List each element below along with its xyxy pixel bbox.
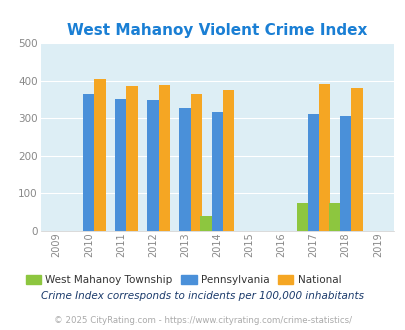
Bar bbox=[83, 94, 94, 231]
Legend: West Mahanoy Township, Pennsylvania, National: West Mahanoy Township, Pennsylvania, Nat… bbox=[21, 271, 345, 289]
Bar bbox=[158, 85, 169, 231]
Bar bbox=[147, 100, 158, 231]
Bar bbox=[222, 89, 234, 231]
Bar bbox=[328, 203, 339, 231]
Bar bbox=[339, 116, 350, 231]
Text: Crime Index corresponds to incidents per 100,000 inhabitants: Crime Index corresponds to incidents per… bbox=[41, 291, 364, 301]
Bar bbox=[115, 99, 126, 231]
Bar bbox=[318, 83, 330, 231]
Title: West Mahanoy Violent Crime Index: West Mahanoy Violent Crime Index bbox=[67, 22, 367, 38]
Bar bbox=[200, 216, 211, 231]
Bar bbox=[307, 114, 318, 231]
Bar bbox=[296, 203, 307, 231]
Bar bbox=[190, 94, 201, 231]
Bar bbox=[350, 88, 362, 231]
Bar bbox=[94, 79, 105, 231]
Bar bbox=[126, 86, 137, 231]
Bar bbox=[211, 113, 222, 231]
Bar bbox=[179, 108, 190, 231]
Text: © 2025 CityRating.com - https://www.cityrating.com/crime-statistics/: © 2025 CityRating.com - https://www.city… bbox=[54, 316, 351, 325]
